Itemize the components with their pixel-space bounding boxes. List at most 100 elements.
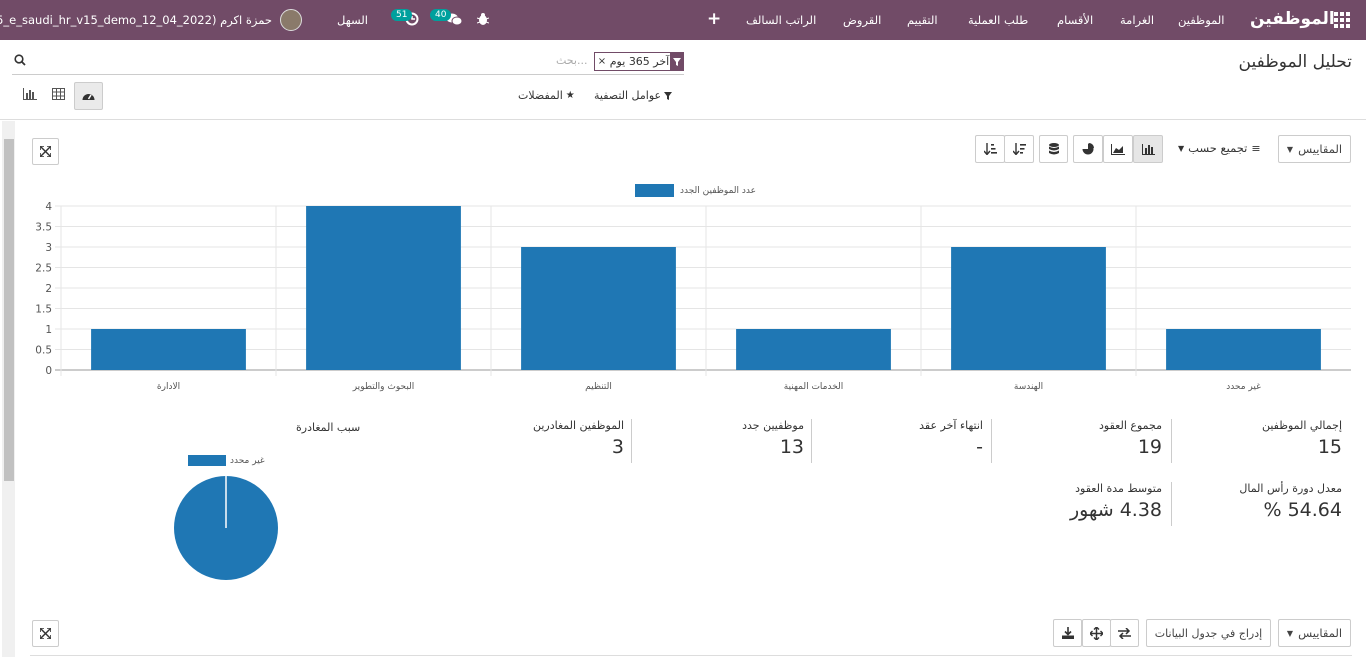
pivot-measures-dropdown[interactable]: المقاييس ▼ [1278,619,1351,647]
activities-badge: 51 [391,9,413,21]
kpi-divider [991,419,992,463]
filter-icon [664,91,673,100]
bar-chart-icon [23,88,37,100]
legend-swatch [188,455,226,466]
company-switcher[interactable]: السهل [337,13,368,27]
bar [951,247,1106,370]
caret-down-icon: ▼ [1286,144,1294,154]
list-icon: ≡ [1251,141,1261,155]
insert-spreadsheet-button[interactable]: إدراج في جدول البيانات [1146,619,1271,647]
x-tick-label: غير محدد [1226,382,1261,392]
app-title[interactable]: الموظفين [1250,9,1335,29]
sort-amount-up-icon [983,143,997,155]
flip-axis-button[interactable] [1110,619,1139,647]
y-tick-label: 1 [45,324,52,336]
kpi-turnover-rate: معدل دورة رأس المال 54.64 % [1192,482,1342,521]
scrollbar-thumb[interactable] [4,139,14,481]
bar [1166,329,1321,370]
kpi-value: 15 [1317,436,1342,458]
search-icon[interactable] [14,54,26,69]
bar-chart-icon [1141,143,1155,155]
kpi-divider [811,419,812,463]
search-facet: × آخر 365 يوم [594,52,684,71]
x-tick-label: الادارة [157,382,180,392]
favorites-dropdown[interactable]: المفضلات ★ [518,89,575,102]
pie-chart-title: سبب المغادرة [296,421,361,434]
kpi-total-contracts: مجموع العقود 19 [1012,419,1162,458]
x-tick-label: البحوث والتطوير [352,382,415,392]
insert-spreadsheet-label: إدراج في جدول البيانات [1154,626,1263,640]
sort-descending-button[interactable] [1004,135,1034,163]
search-input[interactable]: بحث... [556,54,588,67]
menu-loans[interactable]: القروض [843,13,882,27]
kpi-value: 54.64 % [1263,499,1343,521]
kpi-divider [1171,482,1172,526]
download-button[interactable] [1053,619,1082,647]
tachometer-icon [82,93,95,100]
debug-icon[interactable] [476,12,490,29]
sort-ascending-button[interactable] [975,135,1005,163]
pie-chart-mode-button[interactable] [1073,135,1103,163]
menu-salary-advance[interactable]: الراتب السالف [746,13,817,27]
kpi-label: الموظفين المغادرين [532,419,624,432]
search-bar [12,51,684,75]
bar [306,206,461,370]
view-pivot-button[interactable] [52,88,68,102]
stacked-toggle-button[interactable] [1039,135,1068,163]
kpi-avg-contract-duration: متوسط مدة العقود 4.38 شهور [1012,482,1162,521]
user-avatar[interactable] [280,9,302,31]
kpi-value: - [976,436,983,458]
kpi-departing-employees: الموظفين المغادرين 3 [474,419,624,458]
bar [736,329,891,370]
view-dashboard-button[interactable] [74,82,103,110]
y-tick-label: 2 [45,283,52,295]
menu-appraisal[interactable]: التقييم [907,13,938,27]
menu-employees[interactable]: الموظفين [1178,13,1225,27]
group-by-label: تجميع حسب [1188,141,1248,155]
dashboard-content: المقاييس ▼ ▼ تجميع حسب ≡ 0 0.5 1 1.5 2 2.5 3 3.… [0,121,1366,657]
kpi-value: 3 [611,436,624,458]
page-title: تحليل الموظفين [1238,52,1352,72]
group-by-dropdown[interactable]: ▼ تجميع حسب ≡ [1178,141,1261,155]
exchange-icon [1118,627,1131,639]
line-chart-mode-button[interactable] [1103,135,1133,163]
y-tick-label: 1.5 [35,304,52,316]
expand-pivot-button[interactable] [32,620,59,647]
x-tick-label: التنظيم [585,382,612,392]
download-icon [1061,627,1074,639]
expand-graph-button[interactable] [32,138,59,165]
user-menu[interactable]: حمزة اكرم (v15_e_saudi_hr_v15_demo_12_04… [0,13,272,27]
kpi-last-contract-end: انتهاء آخر عقد - [833,419,983,458]
bar [91,329,246,370]
kpi-new-employees: موظفيين جدد 13 [654,419,804,458]
plus-icon[interactable]: + [707,9,722,29]
menu-operation-request[interactable]: طلب العملية [968,13,1029,27]
legend-swatch [635,184,674,197]
view-graph-button[interactable] [23,88,39,102]
kpi-total-employees: إجمالي الموظفين 15 [1192,419,1342,458]
menu-penalty[interactable]: الغرامة [1120,13,1155,27]
area-chart-icon [1111,143,1125,155]
bar-chart-mode-button[interactable] [1133,135,1163,163]
control-panel: تحليل الموظفين بحث... × آخر 365 يوم عوام… [0,40,1366,120]
legend-label: عدد الموظفين الجدد [680,186,756,196]
x-tick-label: الهندسة [1014,382,1043,392]
departure-reason-pie-chart: غير محدد [174,455,278,580]
favorites-label: المفضلات [518,89,563,102]
star-icon: ★ [565,90,575,101]
facet-label: آخر 365 يوم [609,55,670,68]
expand-icon [40,628,51,639]
measures-label: المقاييس [1298,626,1343,640]
kpi-label: معدل دورة رأس المال [1239,482,1342,495]
apps-menu-icon[interactable] [1334,12,1350,28]
facet-remove-icon[interactable]: × [597,56,607,67]
kpi-label: مجموع العقود [1099,419,1162,432]
measures-dropdown[interactable]: المقاييس ▼ [1278,135,1351,163]
kpi-label: متوسط مدة العقود [1075,482,1162,495]
menu-departments[interactable]: الأقسام [1057,13,1094,27]
sort-amount-down-icon [1012,143,1026,155]
y-tick-label: 0.5 [35,345,52,357]
expand-all-button[interactable] [1082,619,1111,647]
filters-dropdown[interactable]: عوامل التصفية [594,89,673,102]
kpi-label: إجمالي الموظفين [1261,419,1342,432]
